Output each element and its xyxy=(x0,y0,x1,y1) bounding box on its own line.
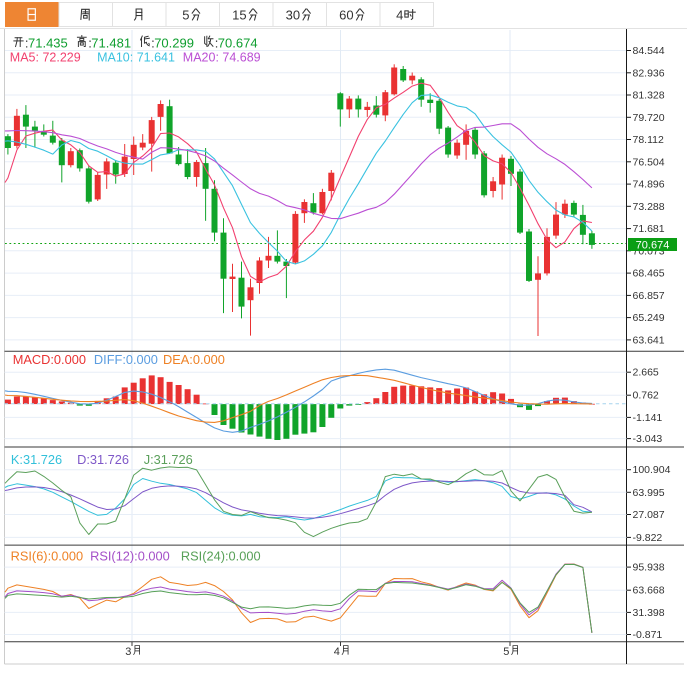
svg-text:76.504: 76.504 xyxy=(633,156,665,168)
svg-text::: : xyxy=(215,35,219,50)
svg-text:2.665: 2.665 xyxy=(633,367,659,379)
svg-text:66.857: 66.857 xyxy=(633,290,665,302)
svg-text:MA10: 71.641: MA10: 71.641 xyxy=(97,51,175,65)
svg-text:31.398: 31.398 xyxy=(633,607,665,619)
svg-text:60: 60 xyxy=(339,8,353,23)
svg-text:RSI(12):0.000: RSI(12):0.000 xyxy=(90,549,170,564)
svg-text:-1.141: -1.141 xyxy=(633,412,663,424)
svg-text:27.087: 27.087 xyxy=(633,509,665,521)
svg-text:-9.822: -9.822 xyxy=(633,532,663,544)
svg-text:D:31.726: D:31.726 xyxy=(77,452,129,467)
svg-text:63.995: 63.995 xyxy=(633,487,665,499)
svg-text:J:31.726: J:31.726 xyxy=(144,452,193,467)
svg-text:-3.043: -3.043 xyxy=(633,433,663,445)
svg-text:4: 4 xyxy=(334,646,340,658)
svg-text::: : xyxy=(88,35,92,50)
svg-text:63.641: 63.641 xyxy=(633,334,665,346)
svg-text:RSI(24):0.000: RSI(24):0.000 xyxy=(181,549,261,564)
svg-text:70.073: 70.073 xyxy=(633,245,665,257)
svg-text:84.544: 84.544 xyxy=(633,45,665,57)
svg-text:MA20: 74.689: MA20: 74.689 xyxy=(183,51,261,65)
svg-text::: : xyxy=(25,35,29,50)
svg-text:81.328: 81.328 xyxy=(633,90,665,102)
svg-text:5: 5 xyxy=(503,646,509,658)
svg-text:MA5: 72.229: MA5: 72.229 xyxy=(10,51,81,65)
svg-text:70.299: 70.299 xyxy=(154,35,194,50)
svg-text:74.896: 74.896 xyxy=(633,179,665,191)
svg-text:70.674: 70.674 xyxy=(218,35,258,50)
svg-text:RSI(6):0.000: RSI(6):0.000 xyxy=(11,549,84,564)
svg-text:30: 30 xyxy=(286,8,300,23)
svg-text:DIFF:0.000: DIFF:0.000 xyxy=(94,352,158,367)
svg-text:4: 4 xyxy=(396,8,403,23)
svg-text:0.762: 0.762 xyxy=(633,390,659,402)
svg-text:73.288: 73.288 xyxy=(633,201,665,213)
svg-text:MACD:0.000: MACD:0.000 xyxy=(13,352,86,367)
svg-text:5: 5 xyxy=(182,8,189,23)
svg-text:63.668: 63.668 xyxy=(633,585,665,597)
svg-text:71.435: 71.435 xyxy=(28,35,68,50)
svg-text:70.674: 70.674 xyxy=(636,239,670,251)
svg-text:100.904: 100.904 xyxy=(633,464,671,476)
svg-text:95.938: 95.938 xyxy=(633,562,665,574)
svg-text:71.481: 71.481 xyxy=(91,35,131,50)
svg-text:K:31.726: K:31.726 xyxy=(11,452,62,467)
svg-text::: : xyxy=(151,35,155,50)
svg-text:82.936: 82.936 xyxy=(633,67,665,79)
svg-text:15: 15 xyxy=(232,8,246,23)
svg-text:DEA:0.000: DEA:0.000 xyxy=(163,352,225,367)
svg-text:65.249: 65.249 xyxy=(633,312,665,324)
svg-text:3: 3 xyxy=(125,646,131,658)
svg-text:79.720: 79.720 xyxy=(633,112,665,124)
svg-text:78.112: 78.112 xyxy=(633,134,664,146)
svg-text:71.681: 71.681 xyxy=(633,223,665,235)
svg-text:68.465: 68.465 xyxy=(633,268,665,280)
svg-text:-0.871: -0.871 xyxy=(633,629,663,641)
